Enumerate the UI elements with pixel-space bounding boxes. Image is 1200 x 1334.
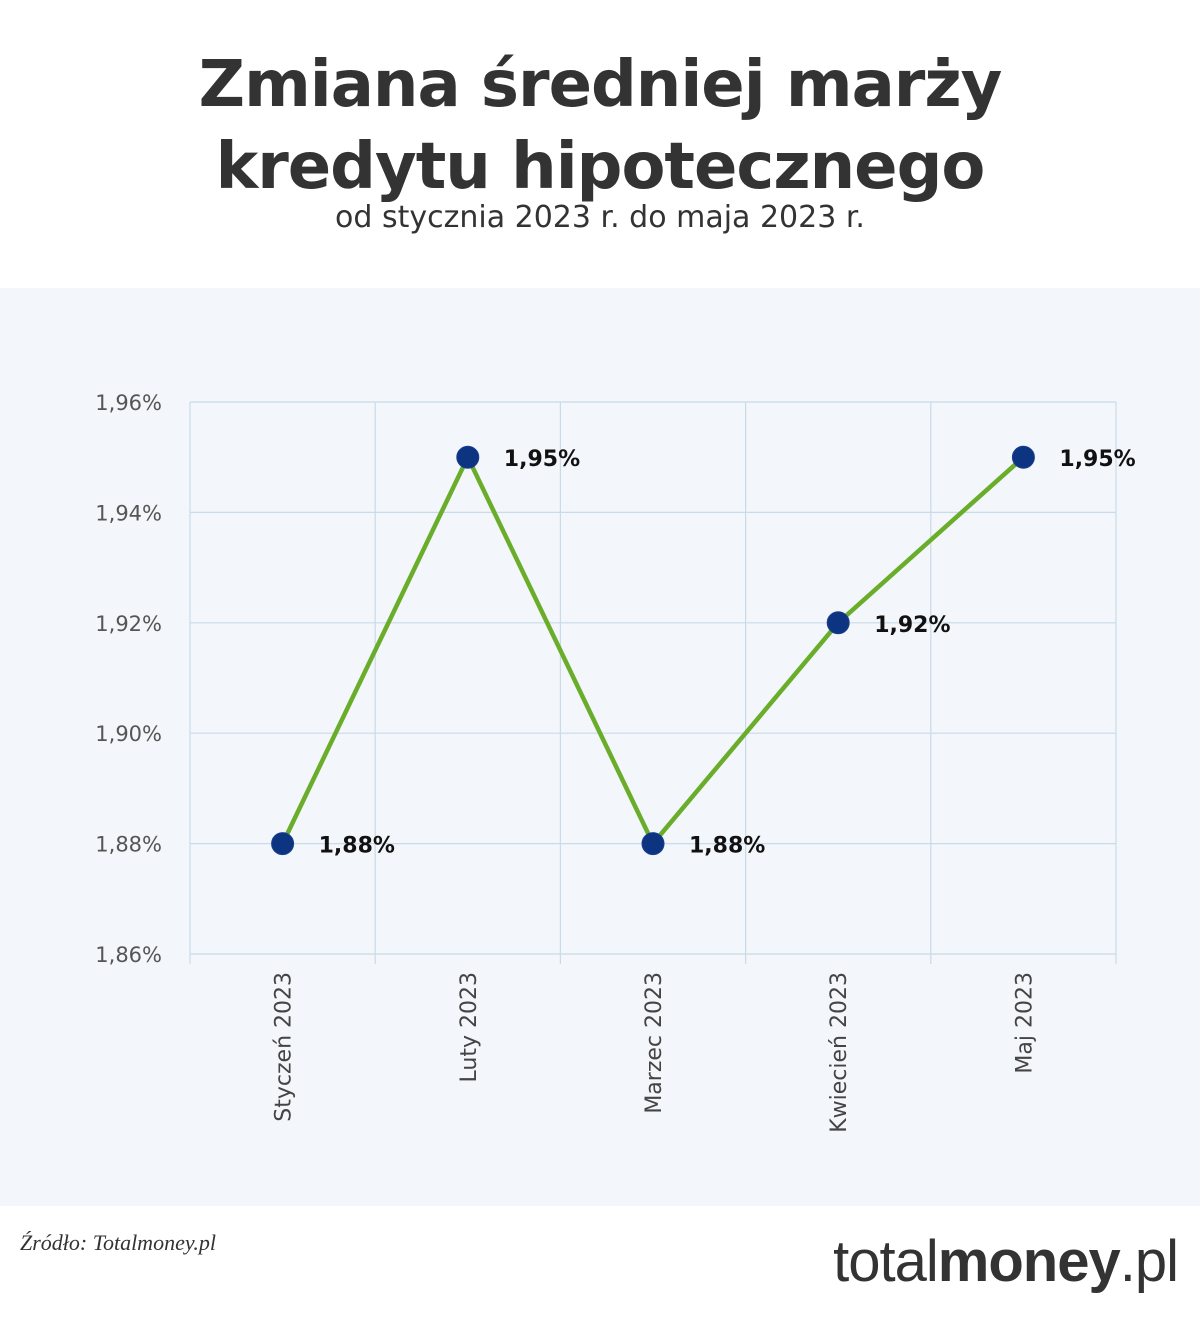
y-tick-label: 1,94% xyxy=(95,501,162,525)
data-label: 1,88% xyxy=(319,834,395,859)
x-tick-label: Luty 2023 xyxy=(457,972,482,1082)
data-point xyxy=(826,611,850,635)
data-point xyxy=(1011,445,1035,469)
chart-title-line-1: Zmiana średniej marży xyxy=(198,48,1003,122)
totalmoney-logo: totalmoney.pl xyxy=(833,1228,1179,1295)
source-note: Źródło: Totalmoney.pl xyxy=(20,1230,216,1255)
data-label: 1,92% xyxy=(874,613,950,638)
series-line xyxy=(280,451,1025,848)
y-tick-label: 1,86% xyxy=(95,943,162,967)
chart-panel: 1,86% 1,88% 1,90% 1,92% 1,94% 1,96% Styczeń 20… xyxy=(0,288,1200,1206)
chart-subtitle: od stycznia 2023 r. do maja 2023 r. xyxy=(335,200,865,235)
data-point xyxy=(271,832,295,856)
data-point xyxy=(456,445,480,469)
data-label: 1,95% xyxy=(504,447,580,472)
data-label: 1,95% xyxy=(1059,447,1135,472)
x-tick-label: Styczeń 2023 xyxy=(272,972,297,1122)
line-chart: 1,86% 1,88% 1,90% 1,92% 1,94% 1,96% Styczeń 20… xyxy=(95,391,1135,1133)
data-point xyxy=(641,832,665,856)
x-tick-label: Maj 2023 xyxy=(1012,972,1037,1074)
y-tick-label: 1,90% xyxy=(95,722,162,746)
logo-light-text: total xyxy=(833,1229,939,1294)
y-tick-label: 1,88% xyxy=(95,833,162,857)
logo-bold-text: money xyxy=(937,1229,1121,1294)
x-tick-label: Marzec 2023 xyxy=(642,972,667,1114)
y-tick-label: 1,92% xyxy=(95,612,162,636)
chart-title: Zmiana średniej marży kredytu hipoteczne… xyxy=(0,44,1200,208)
data-label: 1,88% xyxy=(689,834,765,859)
chart-title-line-2: kredytu hipotecznego xyxy=(215,130,986,204)
logo-suffix-text: .pl xyxy=(1119,1229,1179,1294)
y-tick-label: 1,96% xyxy=(95,391,162,415)
x-tick-label: Kwiecień 2023 xyxy=(827,972,852,1133)
